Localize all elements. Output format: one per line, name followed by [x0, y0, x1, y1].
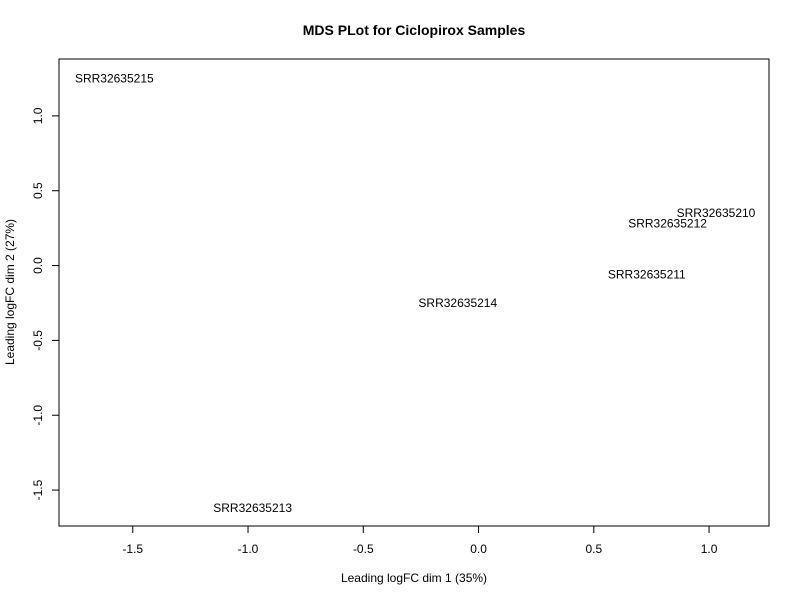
plot-frame [58, 58, 770, 527]
x-tick-label: 0.0 [470, 542, 487, 556]
sample-label-srr32635212: SRR32635212 [628, 217, 707, 231]
x-axis: -1.5 -1.0 -0.5 0.0 0.5 1.0 [122, 525, 718, 556]
y-tick-label: -1.0 [31, 405, 45, 426]
sample-label-srr32635215: SRR32635215 [75, 71, 154, 85]
y-tick-label: 0.0 [31, 257, 45, 274]
y-axis-label: Leading logFC dim 2 (27%) [3, 219, 17, 365]
x-tick-label: 1.0 [701, 542, 718, 556]
y-tick-label: -0.5 [31, 330, 45, 351]
x-tick-label: 0.5 [585, 542, 602, 556]
y-tick-label: 0.5 [31, 182, 45, 199]
y-tick-label: -1.5 [31, 479, 45, 500]
chart-title: MDS PLot for Ciclopirox Samples [303, 22, 526, 38]
y-tick-label: 1.0 [31, 107, 45, 124]
sample-label-srr32635214: SRR32635214 [418, 296, 497, 310]
sample-label-srr32635211: SRR32635211 [608, 268, 686, 282]
sample-label-srr32635210: SRR32635210 [677, 206, 756, 220]
sample-label-srr32635213: SRR32635213 [213, 501, 292, 515]
x-tick-label: -0.5 [353, 542, 374, 556]
x-tick-label: -1.0 [238, 542, 259, 556]
x-axis-label: Leading logFC dim 1 (35%) [341, 571, 487, 585]
y-axis: -1.5 -1.0 -0.5 0.0 0.5 1.0 [31, 107, 60, 500]
x-tick-label: -1.5 [122, 542, 143, 556]
